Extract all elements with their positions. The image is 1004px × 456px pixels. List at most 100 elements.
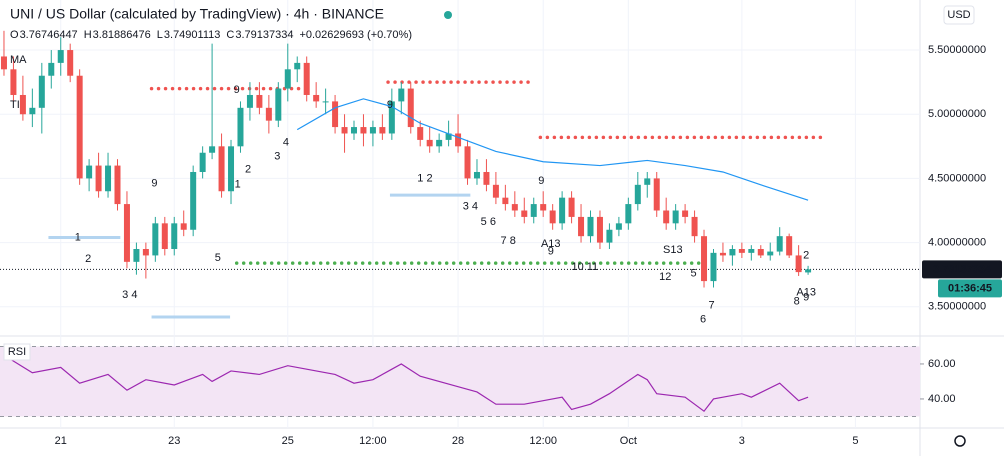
candle-body (360, 127, 367, 134)
candle-body (313, 94, 320, 102)
candle-body (483, 171, 490, 185)
annotation: S13 (663, 244, 683, 256)
candle-body (407, 88, 414, 128)
candle-body (341, 127, 348, 134)
candle-body (86, 165, 93, 179)
x-tick-label: 25 (282, 435, 294, 447)
annotation: 10 11 (571, 261, 598, 273)
ohlc-key: C (226, 29, 234, 41)
candle-body (228, 146, 235, 192)
annotation: 3 4 (463, 201, 478, 213)
candle-body (644, 178, 651, 185)
candle-body (123, 204, 130, 262)
indicator-label: MA (10, 54, 27, 66)
x-tick-label: 23 (168, 435, 180, 447)
candle-body (142, 249, 149, 256)
ohlc-value: 3.76746447 (20, 29, 78, 41)
countdown-label: 01:36:45 (948, 282, 992, 294)
candle-body (767, 251, 774, 256)
annotation: 1 2 (417, 172, 432, 184)
candle-body (265, 107, 272, 121)
candle-body (0, 56, 7, 70)
candle-body (171, 223, 178, 250)
candle-body (615, 223, 622, 230)
candle-body (161, 223, 168, 250)
candle-body (559, 197, 566, 224)
ohlc-key: O (10, 29, 19, 41)
candle-body (303, 62, 310, 95)
price-tag (922, 260, 1002, 279)
annotation: 3 (274, 150, 280, 162)
candle-body (246, 94, 253, 108)
candle-body (682, 210, 689, 217)
candle-body (379, 127, 386, 134)
candle-body (719, 252, 726, 256)
annotation: 3 4 (122, 289, 137, 301)
candle-body (190, 171, 197, 230)
candle-body (199, 152, 206, 172)
annotation: A13 (541, 238, 561, 250)
candle-body (275, 88, 282, 121)
annotation: 9 (151, 177, 157, 189)
candle-body (502, 197, 509, 205)
ma-line (296, 98, 809, 201)
candle-body (710, 252, 717, 282)
annotation: 9 (538, 175, 544, 187)
candle-body (455, 133, 462, 147)
ohlc-key: H (84, 29, 92, 41)
y-tick-label: 5.50000000 (928, 44, 986, 56)
annotation: 6 (700, 314, 706, 326)
candle-body (568, 197, 575, 217)
candle-body (691, 216, 698, 237)
candle-body (417, 127, 424, 140)
candle-body (492, 184, 499, 198)
candle-body (29, 107, 36, 115)
annotation: 1 (235, 179, 241, 191)
candle-body (426, 139, 433, 147)
candle-body (114, 165, 121, 205)
candle-body (369, 127, 376, 134)
candle-body (521, 210, 528, 217)
candle-body (473, 171, 480, 179)
candle-body (133, 249, 140, 262)
candle-body (209, 146, 216, 153)
candle-body (332, 101, 339, 128)
currency-button[interactable] (943, 5, 975, 25)
indicator-label: TI (10, 99, 20, 111)
candle-body (388, 101, 395, 134)
header: UNI / US Dollar (calculated by TradingVi… (3, 5, 975, 447)
ohlc-value: 3.81886476 (93, 29, 151, 41)
candle-body (738, 249, 745, 253)
candle-body (634, 184, 641, 205)
candle-body (322, 101, 329, 103)
annotation: 9 (803, 292, 809, 304)
annotation: 2 (245, 163, 251, 175)
x-tick-label: 12:00 (359, 435, 387, 447)
annotation: A13 (796, 287, 816, 299)
currency-label[interactable]: USD (947, 9, 970, 21)
candle-body (294, 62, 301, 70)
candle-body (748, 249, 755, 253)
change-value: +0.02629693 (+0.70%) (299, 29, 412, 41)
candle-body (48, 62, 55, 76)
annotation: 7 8 (501, 235, 516, 247)
annotation: 4 (283, 136, 289, 148)
candle-body (445, 133, 452, 140)
candle-body (587, 216, 594, 237)
x-tick-label: 21 (55, 435, 67, 447)
candle-body (67, 50, 74, 76)
annotation: 9 (548, 245, 554, 257)
annotation: 8 (794, 296, 800, 308)
candle-body (795, 255, 802, 273)
candle-body (350, 127, 357, 134)
x-tick-label: 28 (452, 435, 464, 447)
candle-body (549, 210, 556, 224)
annotation: 7 (709, 299, 715, 311)
settings-icon[interactable] (954, 435, 966, 447)
candle-body (540, 204, 547, 211)
countdown-tag (938, 279, 1002, 298)
candle-body (398, 88, 405, 102)
rsi-tick-label: 60.00 (928, 358, 956, 370)
annotation: 5 (691, 267, 697, 279)
